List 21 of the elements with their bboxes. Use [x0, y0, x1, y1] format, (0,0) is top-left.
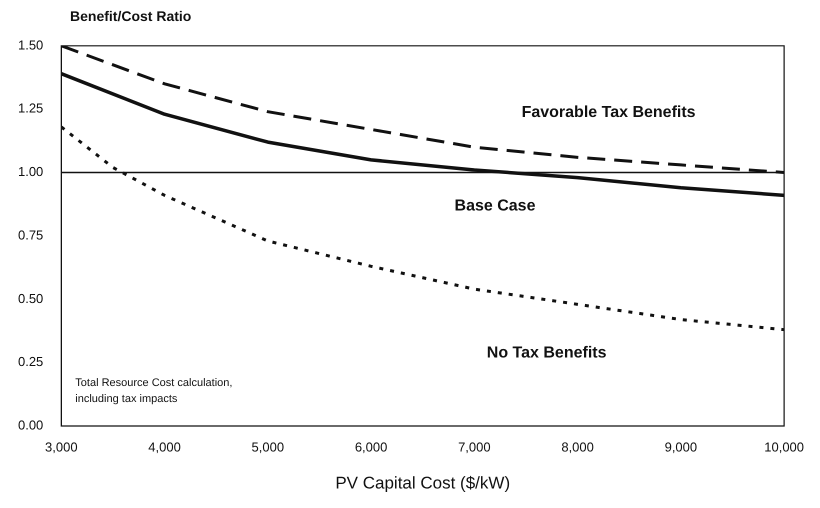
y-tick-label: 1.00: [18, 164, 44, 180]
y-axis-title: Benefit/Cost Ratio: [69, 8, 192, 26]
series-label: Base Case: [454, 198, 536, 215]
x-tick-label: 3,000: [45, 439, 78, 454]
y-tick-label: 0.00: [18, 418, 44, 433]
y-tick-label: 0.50: [18, 290, 44, 306]
annotation: Total Resource Cost calculation, including tax impacts: [75, 377, 232, 405]
x-tick-label: 5,000: [252, 439, 284, 454]
x-tick-label: 8,000: [561, 439, 594, 454]
x-tick-label: 7,000: [458, 439, 491, 454]
x-tick-label: 9,000: [664, 439, 698, 454]
x-tick-label: 4,000: [148, 439, 181, 454]
y-tick-label: 0.25: [18, 354, 44, 370]
x-tick-label: 6,000: [354, 439, 388, 454]
y-tick-label: 1.25: [18, 100, 44, 116]
series-label: Favorable Tax Benefits: [522, 104, 696, 121]
x-tick-label: 10,000: [764, 439, 804, 454]
y-tick-label: 1.50: [18, 37, 44, 52]
x-axis-title: PV Capital Cost ($/kW): [335, 473, 510, 492]
y-tick-label: 0.75: [18, 227, 44, 242]
text: No Tax Benefits: [486, 344, 607, 362]
